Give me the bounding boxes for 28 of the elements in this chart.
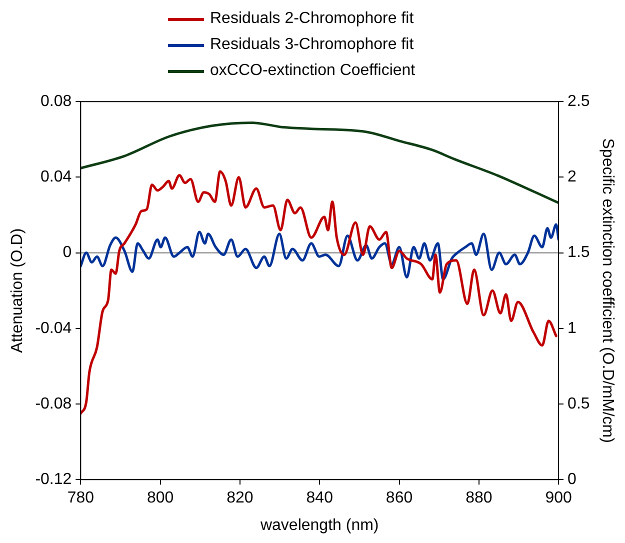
y-tick-label: 0.08: [40, 93, 72, 110]
y-tick-label: -0.12: [35, 471, 72, 488]
x-tick-label: 800: [146, 490, 174, 507]
legend-label: Residuals 3-Chromophore fit: [210, 36, 414, 54]
y2-tick-label: 2: [568, 168, 577, 186]
legend-label: Residuals 2-Chromophore fit: [210, 10, 414, 28]
x-tick-label: 820: [226, 490, 254, 507]
y2-tick-label: 0: [568, 471, 577, 488]
line-series: [80, 122, 559, 204]
x-tick-label: 840: [306, 490, 334, 507]
y2-tick-label: 1.5: [568, 244, 590, 262]
y-tick-label: -0.04: [35, 320, 72, 337]
x-tick-label: 900: [545, 490, 572, 507]
y2-tick-label: 1: [568, 320, 577, 337]
x-axis-title: wavelength (nm): [259, 516, 379, 534]
y-axis-title: Attenuation (O.D): [9, 228, 26, 353]
x-tick-label: 780: [67, 490, 94, 507]
x-tick-label: 880: [466, 490, 492, 507]
y2-tick-label: 2.5: [568, 93, 590, 110]
y-tick-label: -0.08: [35, 395, 72, 412]
y-tick-label: 0.04: [40, 168, 72, 186]
line-series: [80, 223, 559, 281]
y2-tick-label: 0.5: [568, 395, 590, 412]
y2-axis-title: Specific extinction coefficient (O.D/mM/cm): [598, 138, 616, 443]
x-tick-label: 860: [386, 490, 413, 507]
y-tick-label: 0: [62, 244, 72, 262]
line-series: [80, 170, 558, 415]
legend-label: oxCCO-extinction Coefficient: [210, 62, 416, 80]
